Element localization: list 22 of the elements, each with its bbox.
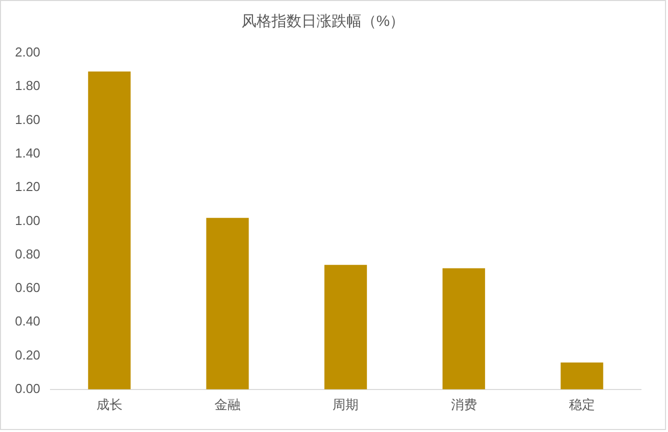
y-tick-label: 1.80 — [14, 78, 40, 94]
bar — [560, 362, 604, 390]
x-tick-label: 稳定 — [568, 396, 595, 412]
y-tick-label: 0.00 — [14, 380, 40, 396]
y-tick-label: 2.00 — [14, 44, 40, 60]
x-tick-label: 消费 — [450, 396, 477, 412]
x-tick-label: 金融 — [214, 396, 241, 412]
y-tick-label: 1.20 — [14, 179, 40, 194]
bar — [442, 268, 486, 390]
y-tick-label: 0.80 — [14, 246, 40, 262]
y-tick-label: 0.20 — [14, 347, 40, 362]
chart-title: 风格指数日涨跌幅（%） — [241, 13, 405, 30]
y-tick-label: 1.40 — [14, 146, 40, 160]
bar — [88, 72, 131, 390]
y-tick-label: 0.40 — [14, 314, 40, 329]
y-tick-label: 0.60 — [14, 280, 40, 296]
y-tick-label: 1.00 — [14, 212, 40, 228]
x-tick-label: 周期 — [332, 396, 359, 412]
y-tick-label: 1.60 — [14, 112, 40, 127]
x-tick-label: 成长 — [96, 396, 122, 412]
bar — [324, 264, 367, 390]
bar — [206, 218, 249, 390]
